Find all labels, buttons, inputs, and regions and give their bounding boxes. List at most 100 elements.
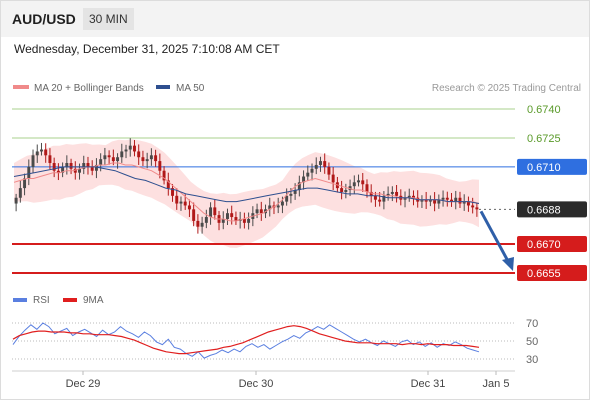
candle-body: [31, 155, 35, 167]
ma50-line: [13, 166, 480, 204]
ma50-legend-swatch: [156, 85, 170, 89]
candle-body: [61, 166, 65, 173]
research-credit: Research © 2025 Trading Central: [432, 83, 581, 94]
candle-body: [78, 168, 82, 173]
candle-body: [361, 180, 365, 185]
candle-body: [90, 166, 94, 171]
candle-body: [162, 170, 166, 181]
candle-body: [247, 218, 251, 223]
level-tag-0.6688: [517, 201, 587, 218]
candle-body: [276, 205, 280, 208]
candle-body: [314, 164, 318, 169]
candle-body: [441, 197, 445, 200]
candle-body: [259, 209, 263, 214]
price-panel: 0.6740 0.6725 0.6710 0.6688 0.6670 0.6655: [12, 104, 587, 281]
candle-body: [213, 207, 217, 216]
timestamp: Wednesday, December 31, 2025 7:10:08 AM …: [14, 42, 280, 56]
candle-body: [166, 180, 170, 189]
candle-body: [39, 149, 43, 152]
candle-body: [27, 166, 31, 179]
ma20-legend-swatch: [13, 85, 29, 89]
candle-body: [302, 176, 306, 183]
candle-body: [428, 199, 432, 202]
level-tag-0.6670: [517, 236, 587, 253]
candle-body: [403, 197, 407, 200]
candle-body: [344, 190, 348, 192]
candle-body: [73, 168, 77, 173]
time-label-dec-29: Dec 29: [66, 378, 101, 390]
candle-body: [255, 209, 259, 214]
ma20-legend-label: MA 20 + Bollinger Bands: [34, 83, 144, 94]
time-label-dec-31: Dec 31: [411, 378, 446, 390]
candle-body: [183, 201, 187, 206]
candle-body: [433, 199, 437, 204]
level-tag-0.6710: [517, 158, 587, 175]
candle-body: [318, 161, 322, 165]
level-label-0.6688: 0.6688: [527, 204, 561, 216]
rsi-legend-swatch: [13, 298, 27, 302]
candle-body: [116, 157, 120, 162]
candle-body: [234, 217, 238, 221]
rsi-legend-label: RSI: [33, 295, 50, 306]
bollinger-band: [14, 139, 479, 248]
candle-body: [86, 163, 90, 167]
candle-body: [475, 207, 479, 210]
candle-body: [365, 184, 369, 192]
candle-body: [445, 197, 449, 200]
ma50-legend-label: MA 50: [176, 83, 205, 94]
candle-body: [411, 195, 415, 198]
interval-badge[interactable]: 30 MIN: [83, 8, 134, 30]
candle-body: [471, 205, 475, 208]
candle-body: [179, 201, 183, 204]
candle-body: [297, 182, 301, 191]
candle-body: [386, 193, 390, 196]
candle-body: [99, 159, 103, 165]
candle-body: [454, 197, 458, 202]
candle-body: [65, 163, 69, 167]
candle-body: [395, 191, 399, 196]
candle-body: [462, 201, 466, 204]
candle-body: [35, 151, 39, 156]
candle-body: [242, 218, 246, 223]
candle-body: [192, 209, 196, 221]
candle-body: [52, 163, 56, 171]
candle-body: [230, 213, 234, 218]
candle-body: [204, 217, 208, 223]
candle-body: [348, 186, 352, 191]
candle-body: [373, 195, 377, 200]
candle-body: [154, 155, 158, 162]
candle-body: [128, 145, 132, 150]
candle-body: [369, 191, 373, 196]
level-label-0.6740: 0.6740: [527, 104, 561, 116]
candle-body: [390, 191, 394, 194]
forecast-arrow-shaft: [479, 210, 511, 264]
candle-body: [424, 199, 428, 202]
candle-body: [209, 207, 213, 218]
candle-body: [158, 161, 162, 171]
candle-body: [120, 151, 124, 158]
candle-body: [289, 193, 293, 196]
level-label-0.6710: 0.6710: [527, 162, 561, 174]
candle-body: [187, 205, 191, 210]
candle-body: [132, 145, 136, 152]
candle-body: [327, 166, 331, 175]
candle-body: [124, 149, 128, 152]
rsi-line: [12, 322, 480, 359]
candle-body: [285, 195, 289, 202]
candle-body: [137, 151, 141, 158]
level-tag-0.6655: [517, 265, 587, 281]
rsi-ma-legend-label: 9MA: [83, 295, 104, 306]
candle-body: [378, 199, 382, 202]
time-axis: Dec 29 Dec 30 Dec 31 Jan 5: [66, 371, 509, 390]
rsi-tick-50: 50: [526, 336, 538, 348]
candle-body: [18, 188, 22, 198]
candle-body: [171, 188, 175, 196]
candle-body: [357, 180, 361, 183]
candle-body: [141, 157, 145, 162]
candle-body: [23, 178, 27, 189]
candle-body: [200, 222, 204, 227]
candle-body: [420, 199, 424, 202]
candle-body: [111, 157, 115, 162]
candle-body: [107, 155, 111, 158]
